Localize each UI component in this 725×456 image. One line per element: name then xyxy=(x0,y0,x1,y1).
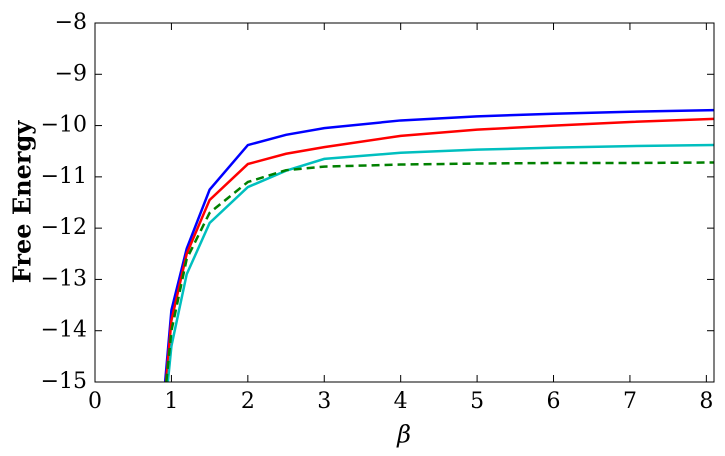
y-tick-label: −12 xyxy=(41,215,87,240)
x-tick-label: 6 xyxy=(547,389,561,414)
y-tick-label: −14 xyxy=(41,318,87,343)
y-tick-label: −9 xyxy=(55,61,87,86)
x-axis-label: β xyxy=(396,421,411,449)
x-tick-label: 4 xyxy=(394,389,408,414)
plot-area xyxy=(163,108,714,382)
x-tick-label: 7 xyxy=(623,389,637,414)
x-tick-label: 1 xyxy=(164,389,178,414)
x-tick-label: 8 xyxy=(699,389,713,414)
y-tick-label: −11 xyxy=(41,164,87,189)
y-tick-label: −15 xyxy=(41,369,87,394)
x-tick-label: 2 xyxy=(241,389,255,414)
y-tick-label: −8 xyxy=(55,10,87,35)
series-line xyxy=(164,117,714,382)
series-line xyxy=(163,108,714,382)
x-tick-label: 3 xyxy=(317,389,331,414)
y-tick-label: −10 xyxy=(41,113,87,138)
series-line xyxy=(166,143,714,382)
y-tick-label: −13 xyxy=(41,266,87,291)
series-line xyxy=(165,161,714,382)
y-axis-label: Free Energy xyxy=(8,120,37,284)
x-tick-label: 5 xyxy=(470,389,484,414)
plot-frame xyxy=(94,22,715,383)
x-tick-label: 0 xyxy=(88,389,102,414)
